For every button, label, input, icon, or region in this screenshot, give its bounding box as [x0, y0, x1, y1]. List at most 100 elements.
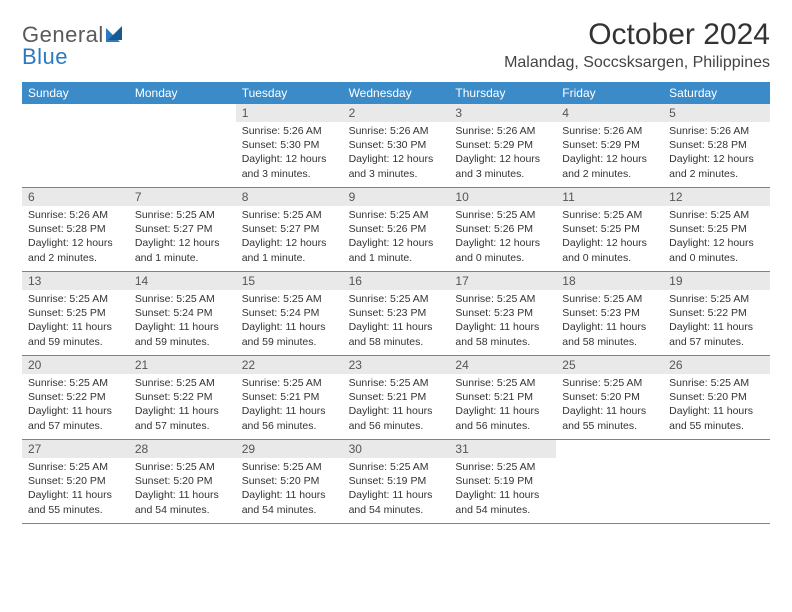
- day-number: 1: [236, 104, 343, 122]
- calendar-cell: 6Sunrise: 5:26 AMSunset: 5:28 PMDaylight…: [22, 188, 129, 272]
- day-number: 28: [129, 440, 236, 458]
- sunset-text: Sunset: 5:27 PM: [242, 222, 337, 236]
- calendar-cell: 28Sunrise: 5:25 AMSunset: 5:20 PMDayligh…: [129, 440, 236, 524]
- sunset-text: Sunset: 5:19 PM: [349, 474, 444, 488]
- cell-content: Sunrise: 5:25 AMSunset: 5:19 PMDaylight:…: [343, 458, 450, 521]
- sunrise-text: Sunrise: 5:25 AM: [349, 376, 444, 390]
- cell-content: Sunrise: 5:25 AMSunset: 5:25 PMDaylight:…: [663, 206, 770, 269]
- sunrise-text: Sunrise: 5:25 AM: [349, 460, 444, 474]
- calendar-cell: [556, 440, 663, 524]
- calendar-cell: 17Sunrise: 5:25 AMSunset: 5:23 PMDayligh…: [449, 272, 556, 356]
- cell-content: Sunrise: 5:25 AMSunset: 5:22 PMDaylight:…: [22, 374, 129, 437]
- day-number: 2: [343, 104, 450, 122]
- cell-content: Sunrise: 5:25 AMSunset: 5:23 PMDaylight:…: [343, 290, 450, 353]
- cell-content: [22, 122, 129, 128]
- day-number: 18: [556, 272, 663, 290]
- cell-content: Sunrise: 5:25 AMSunset: 5:20 PMDaylight:…: [663, 374, 770, 437]
- day-number: 11: [556, 188, 663, 206]
- calendar-cell: 18Sunrise: 5:25 AMSunset: 5:23 PMDayligh…: [556, 272, 663, 356]
- calendar-cell: 25Sunrise: 5:25 AMSunset: 5:20 PMDayligh…: [556, 356, 663, 440]
- sunrise-text: Sunrise: 5:25 AM: [349, 292, 444, 306]
- sunrise-text: Sunrise: 5:25 AM: [455, 208, 550, 222]
- cell-content: Sunrise: 5:25 AMSunset: 5:22 PMDaylight:…: [129, 374, 236, 437]
- brand-logo: General Blue: [22, 18, 126, 68]
- sunrise-text: Sunrise: 5:25 AM: [669, 376, 764, 390]
- cell-content: Sunrise: 5:25 AMSunset: 5:21 PMDaylight:…: [449, 374, 556, 437]
- sunset-text: Sunset: 5:28 PM: [669, 138, 764, 152]
- day-number: 30: [343, 440, 450, 458]
- daylight-text: Daylight: 12 hours and 1 minute.: [135, 236, 230, 264]
- cell-content: Sunrise: 5:26 AMSunset: 5:29 PMDaylight:…: [449, 122, 556, 185]
- daylight-text: Daylight: 11 hours and 55 minutes.: [669, 404, 764, 432]
- day-number: 13: [22, 272, 129, 290]
- cell-content: Sunrise: 5:25 AMSunset: 5:20 PMDaylight:…: [556, 374, 663, 437]
- cell-content: Sunrise: 5:25 AMSunset: 5:20 PMDaylight:…: [236, 458, 343, 521]
- cell-content: Sunrise: 5:25 AMSunset: 5:21 PMDaylight:…: [236, 374, 343, 437]
- day-number: 29: [236, 440, 343, 458]
- daylight-text: Daylight: 12 hours and 0 minutes.: [669, 236, 764, 264]
- calendar-cell: 30Sunrise: 5:25 AMSunset: 5:19 PMDayligh…: [343, 440, 450, 524]
- calendar-cell: 7Sunrise: 5:25 AMSunset: 5:27 PMDaylight…: [129, 188, 236, 272]
- daylight-text: Daylight: 12 hours and 2 minutes.: [28, 236, 123, 264]
- calendar-cell: 9Sunrise: 5:25 AMSunset: 5:26 PMDaylight…: [343, 188, 450, 272]
- sunrise-text: Sunrise: 5:26 AM: [242, 124, 337, 138]
- daylight-text: Daylight: 12 hours and 3 minutes.: [349, 152, 444, 180]
- day-number: 4: [556, 104, 663, 122]
- day-number: 6: [22, 188, 129, 206]
- daylight-text: Daylight: 11 hours and 59 minutes.: [135, 320, 230, 348]
- daylight-text: Daylight: 12 hours and 3 minutes.: [455, 152, 550, 180]
- calendar-cell: 5Sunrise: 5:26 AMSunset: 5:28 PMDaylight…: [663, 104, 770, 188]
- calendar-cell: 10Sunrise: 5:25 AMSunset: 5:26 PMDayligh…: [449, 188, 556, 272]
- cell-content: Sunrise: 5:26 AMSunset: 5:28 PMDaylight:…: [22, 206, 129, 269]
- cell-content: Sunrise: 5:25 AMSunset: 5:26 PMDaylight:…: [343, 206, 450, 269]
- daylight-text: Daylight: 11 hours and 58 minutes.: [455, 320, 550, 348]
- calendar-cell: 24Sunrise: 5:25 AMSunset: 5:21 PMDayligh…: [449, 356, 556, 440]
- daylight-text: Daylight: 11 hours and 59 minutes.: [242, 320, 337, 348]
- sunrise-text: Sunrise: 5:25 AM: [349, 208, 444, 222]
- sunrise-text: Sunrise: 5:25 AM: [242, 292, 337, 306]
- calendar-grid: SundayMondayTuesdayWednesdayThursdayFrid…: [22, 82, 770, 524]
- daylight-text: Daylight: 11 hours and 56 minutes.: [242, 404, 337, 432]
- sunset-text: Sunset: 5:25 PM: [562, 222, 657, 236]
- sunrise-text: Sunrise: 5:25 AM: [455, 292, 550, 306]
- calendar-cell: 12Sunrise: 5:25 AMSunset: 5:25 PMDayligh…: [663, 188, 770, 272]
- sunset-text: Sunset: 5:26 PM: [455, 222, 550, 236]
- sunset-text: Sunset: 5:25 PM: [28, 306, 123, 320]
- sunrise-text: Sunrise: 5:25 AM: [455, 376, 550, 390]
- sunset-text: Sunset: 5:23 PM: [455, 306, 550, 320]
- sunset-text: Sunset: 5:28 PM: [28, 222, 123, 236]
- sunset-text: Sunset: 5:21 PM: [242, 390, 337, 404]
- day-number: 27: [22, 440, 129, 458]
- daylight-text: Daylight: 12 hours and 0 minutes.: [562, 236, 657, 264]
- day-number: 12: [663, 188, 770, 206]
- sunrise-text: Sunrise: 5:25 AM: [455, 460, 550, 474]
- daylight-text: Daylight: 12 hours and 2 minutes.: [669, 152, 764, 180]
- calendar-cell: [663, 440, 770, 524]
- sunset-text: Sunset: 5:29 PM: [455, 138, 550, 152]
- sunset-text: Sunset: 5:27 PM: [135, 222, 230, 236]
- sunset-text: Sunset: 5:22 PM: [669, 306, 764, 320]
- daylight-text: Daylight: 11 hours and 56 minutes.: [349, 404, 444, 432]
- day-number: 25: [556, 356, 663, 374]
- sunrise-text: Sunrise: 5:25 AM: [669, 292, 764, 306]
- sunset-text: Sunset: 5:25 PM: [669, 222, 764, 236]
- header: General Blue October 2024 Malandag, Socc…: [22, 18, 770, 72]
- daylight-text: Daylight: 11 hours and 57 minutes.: [135, 404, 230, 432]
- month-title: October 2024: [504, 18, 770, 52]
- daylight-text: Daylight: 11 hours and 54 minutes.: [455, 488, 550, 516]
- sunrise-text: Sunrise: 5:25 AM: [562, 208, 657, 222]
- sunrise-text: Sunrise: 5:25 AM: [28, 376, 123, 390]
- daylight-text: Daylight: 12 hours and 1 minute.: [242, 236, 337, 264]
- calendar-cell: 11 Sunrise: 5:25 AMSunset: 5:25 PMDayligh…: [556, 188, 663, 272]
- day-number: 15: [236, 272, 343, 290]
- day-number: 31: [449, 440, 556, 458]
- daylight-text: Daylight: 12 hours and 1 minute.: [349, 236, 444, 264]
- daylight-text: Daylight: 11 hours and 55 minutes.: [562, 404, 657, 432]
- cell-content: Sunrise: 5:26 AMSunset: 5:30 PMDaylight:…: [343, 122, 450, 185]
- cell-content: Sunrise: 5:25 AMSunset: 5:21 PMDaylight:…: [343, 374, 450, 437]
- sunset-text: Sunset: 5:20 PM: [28, 474, 123, 488]
- day-number: 9: [343, 188, 450, 206]
- day-number: 3: [449, 104, 556, 122]
- day-number: 10: [449, 188, 556, 206]
- day-of-week-header: Monday: [129, 82, 236, 104]
